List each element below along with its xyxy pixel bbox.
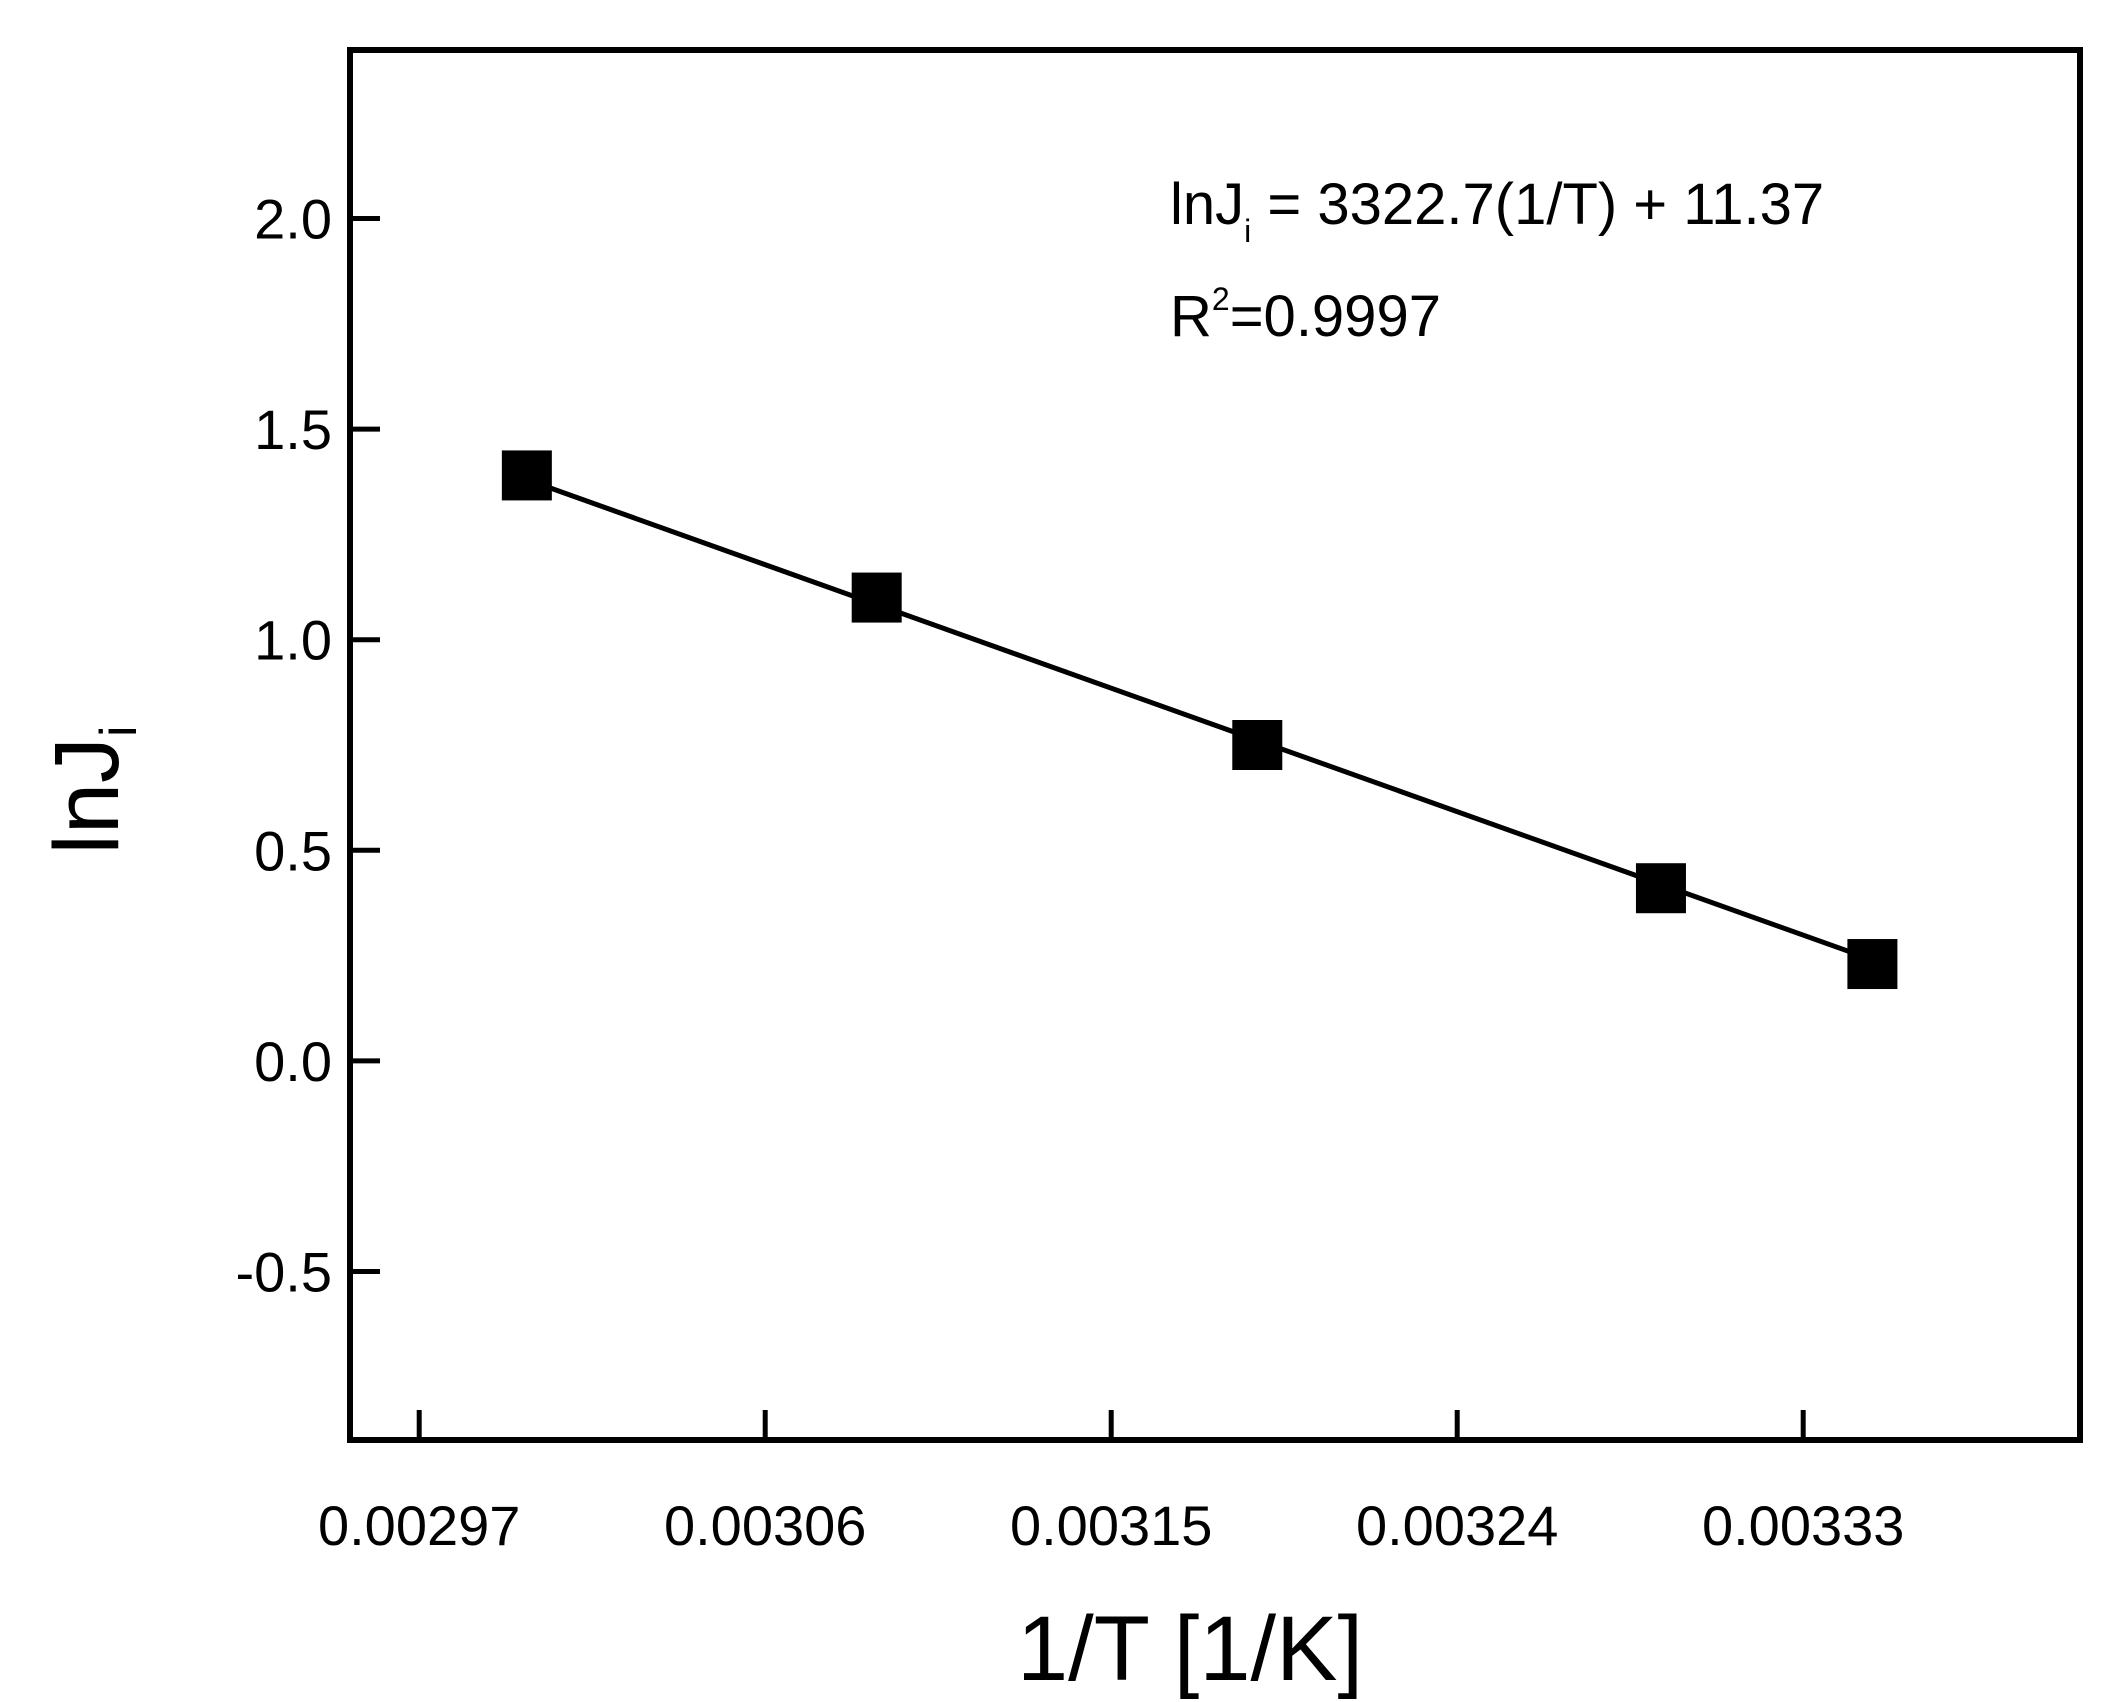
- x-axis-title: 1/T [1/K]: [1017, 1598, 1363, 1700]
- r-squared-annotation: R2=0.9997: [1170, 281, 1441, 349]
- equation-prefix: lnJ: [1170, 172, 1244, 237]
- r-squared-rest: =0.9997: [1230, 284, 1441, 349]
- y-axis: -0.5 0.0 0.5 1.0 1.5 2.0: [236, 187, 380, 1304]
- r-squared-superscript: 2: [1212, 281, 1230, 317]
- y-axis-title-sub: i: [90, 725, 148, 737]
- y-tick-label: 0.5: [254, 819, 332, 882]
- equation-rest: = 3322.7(1/T) + 11.37: [1251, 172, 1824, 237]
- x-tick-label: 0.00315: [1010, 1494, 1212, 1557]
- y-tick-label: 1.0: [254, 609, 332, 672]
- equation-subscript: i: [1244, 213, 1251, 249]
- data-point: [851, 572, 902, 623]
- data-points: [501, 450, 1898, 990]
- x-axis: 0.00297 0.00306 0.00315 0.00324 0.00333: [318, 1410, 1904, 1557]
- data-point: [1635, 863, 1686, 914]
- data-point: [1232, 720, 1283, 770]
- x-tick-label: 0.00333: [1702, 1494, 1904, 1557]
- y-tick-label: 0.0: [254, 1030, 332, 1093]
- y-axis-title-main: lnJ: [36, 737, 138, 855]
- y-tick-label: -0.5: [236, 1241, 333, 1304]
- plot-frame: [347, 47, 2083, 1443]
- y-tick-label: 1.5: [254, 398, 332, 461]
- x-tick-label: 0.00297: [318, 1494, 520, 1557]
- data-point: [501, 450, 552, 501]
- x-tick-label: 0.00306: [664, 1494, 866, 1557]
- y-tick-label: 2.0: [254, 187, 332, 250]
- x-tick-label: 0.00324: [1356, 1494, 1558, 1557]
- equation-annotation: lnJi = 3322.7(1/T) + 11.37: [1170, 172, 1824, 249]
- y-axis-title: lnJi: [36, 725, 148, 854]
- r-squared-prefix: R: [1170, 284, 1212, 349]
- data-point: [1847, 939, 1898, 990]
